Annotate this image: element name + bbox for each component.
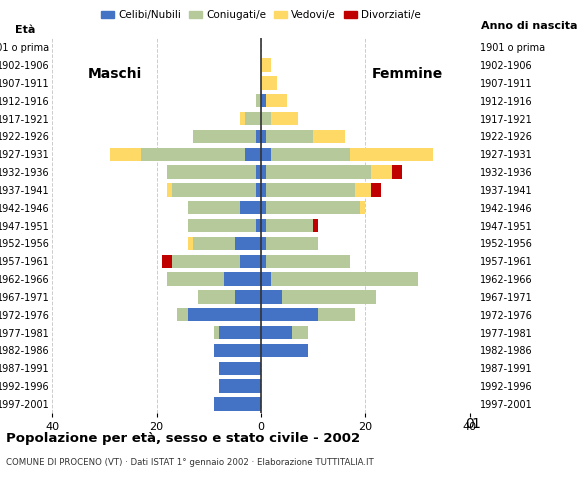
Bar <box>261 166 266 179</box>
Bar <box>266 201 360 215</box>
Bar <box>110 148 141 161</box>
Bar <box>261 130 266 143</box>
Bar <box>360 201 365 215</box>
Bar <box>172 183 256 197</box>
Bar <box>371 166 392 179</box>
Legend: Celibi/Nubili, Coniugati/e, Vedovi/e, Divorziati/e: Celibi/Nubili, Coniugati/e, Vedovi/e, Di… <box>97 6 425 24</box>
Bar <box>224 273 261 286</box>
Bar <box>219 361 261 375</box>
Bar <box>240 254 261 268</box>
Bar <box>266 254 350 268</box>
Bar <box>261 273 271 286</box>
Bar <box>162 254 172 268</box>
Bar <box>282 290 376 304</box>
Bar <box>256 130 261 143</box>
Bar <box>188 308 261 322</box>
Bar <box>271 273 418 286</box>
Bar <box>214 326 219 339</box>
Bar <box>271 148 350 161</box>
Bar <box>261 94 266 108</box>
Bar <box>214 344 261 357</box>
Bar <box>188 219 256 232</box>
Bar <box>261 112 271 125</box>
Bar <box>261 308 318 322</box>
Bar <box>193 237 235 250</box>
Bar <box>355 183 371 197</box>
Bar <box>235 237 261 250</box>
Bar <box>256 166 261 179</box>
Bar <box>261 76 277 90</box>
Bar <box>266 237 318 250</box>
Bar <box>318 308 355 322</box>
Bar <box>188 201 240 215</box>
Bar <box>245 112 261 125</box>
Bar <box>261 290 282 304</box>
Bar <box>214 397 261 410</box>
Bar <box>261 237 266 250</box>
Bar <box>261 326 292 339</box>
Bar <box>261 201 266 215</box>
Bar <box>266 94 287 108</box>
Bar <box>313 219 318 232</box>
Text: COMUNE DI PROCENO (VT) · Dati ISTAT 1° gennaio 2002 · Elaborazione TUTTITALIA.IT: COMUNE DI PROCENO (VT) · Dati ISTAT 1° g… <box>6 458 374 468</box>
Bar <box>350 148 433 161</box>
Bar <box>266 130 313 143</box>
Bar <box>219 326 261 339</box>
Bar <box>177 308 188 322</box>
Bar <box>266 166 371 179</box>
Bar <box>261 183 266 197</box>
Bar <box>371 183 381 197</box>
Bar <box>261 254 266 268</box>
Bar <box>188 237 193 250</box>
Bar <box>266 183 355 197</box>
Bar <box>245 148 261 161</box>
Bar <box>167 273 224 286</box>
Text: Femmine: Femmine <box>372 67 443 81</box>
Bar <box>261 59 271 72</box>
Bar <box>261 344 308 357</box>
Text: Popolazione per età, sesso e stato civile - 2002: Popolazione per età, sesso e stato civil… <box>6 432 360 445</box>
Bar <box>219 379 261 393</box>
Bar <box>167 183 172 197</box>
Bar <box>313 130 345 143</box>
Bar <box>261 148 271 161</box>
Bar <box>240 201 261 215</box>
Bar <box>167 166 256 179</box>
Bar <box>256 183 261 197</box>
Bar <box>172 254 240 268</box>
Bar <box>266 219 313 232</box>
Bar <box>271 112 298 125</box>
Bar <box>141 148 245 161</box>
Bar <box>392 166 402 179</box>
Text: Maschi: Maschi <box>88 67 142 81</box>
Bar <box>235 290 261 304</box>
Text: Anno di nascita: Anno di nascita <box>481 21 577 31</box>
Bar <box>292 326 308 339</box>
Bar <box>240 112 245 125</box>
Bar <box>261 219 266 232</box>
Bar <box>193 130 256 143</box>
Bar <box>256 219 261 232</box>
Bar <box>198 290 235 304</box>
Text: Età: Età <box>14 24 35 35</box>
Bar <box>256 94 261 108</box>
